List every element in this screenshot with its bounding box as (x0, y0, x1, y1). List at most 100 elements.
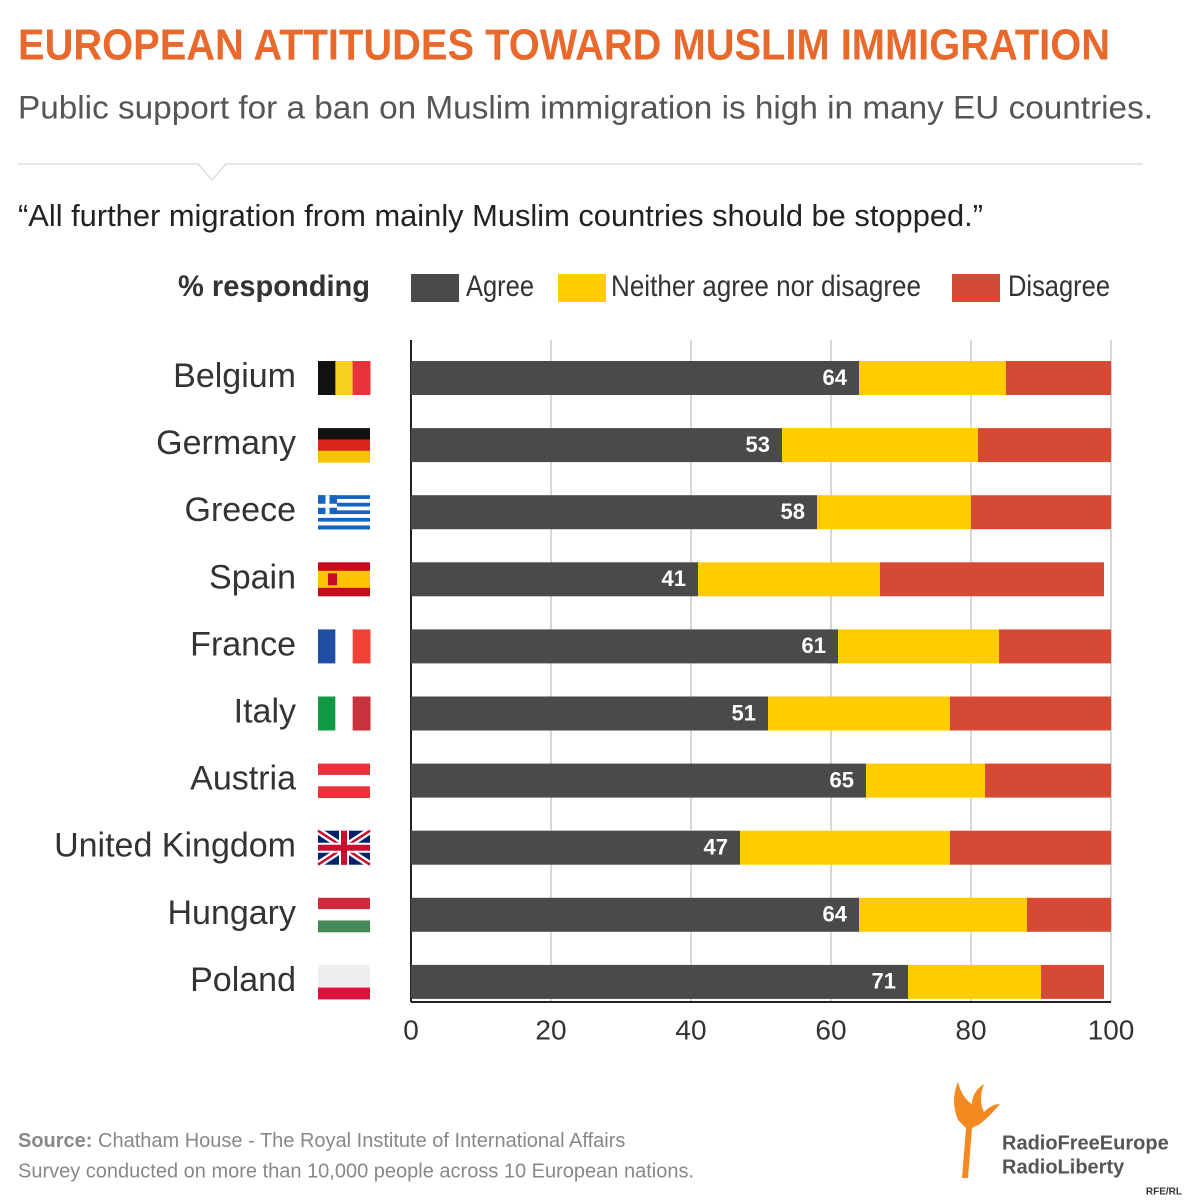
source-note: Source: Chatham House - The Royal Instit… (18, 1130, 625, 1152)
logo: RadioFreeEurope RadioLiberty (954, 1082, 1169, 1178)
bar-segment (411, 897, 859, 932)
bar-segment (950, 830, 1111, 865)
flag (335, 696, 354, 731)
legend-swatch (558, 274, 606, 302)
legend-swatch (952, 274, 1000, 302)
x-tick-label: 40 (675, 1014, 706, 1045)
flag (318, 696, 336, 731)
bar-segment (740, 830, 950, 865)
flag (352, 696, 371, 731)
flag (335, 629, 354, 664)
bar-segment (817, 495, 971, 530)
data-label: 61 (802, 633, 826, 658)
flag (352, 629, 371, 664)
bar-segment (880, 562, 1104, 597)
bar-segment (411, 696, 768, 731)
flag (318, 510, 370, 515)
bar-segment (859, 897, 1027, 932)
y-tick-label: Belgium (173, 357, 296, 395)
flag (318, 909, 370, 921)
flag (318, 503, 337, 508)
bar-segment (1041, 964, 1104, 999)
bar-segment (1027, 897, 1111, 932)
flag (335, 361, 354, 395)
bar-segment (866, 763, 985, 798)
legend-label: Disagree (1008, 270, 1110, 303)
bar-segment (950, 696, 1111, 731)
legend-label: Agree (466, 270, 534, 303)
bar-segment (698, 562, 880, 597)
bar-segment (978, 428, 1111, 463)
bar-segment (411, 495, 817, 530)
bar-segment (985, 763, 1111, 798)
flag (318, 629, 336, 664)
data-label: 47 (704, 835, 728, 860)
data-label: 64 (823, 365, 848, 390)
flag (318, 517, 370, 522)
divider (18, 163, 1143, 182)
flag (318, 439, 370, 452)
data-label: 58 (781, 499, 805, 524)
flag (318, 774, 370, 787)
flag (318, 976, 370, 989)
legend-label: Neither agree nor disagree (611, 270, 921, 303)
bar-segment (411, 964, 908, 999)
bar-segment (411, 562, 698, 597)
data-label: 64 (823, 902, 848, 927)
bar-segment (782, 428, 978, 463)
legend-swatch (411, 274, 459, 302)
legend-title: % responding (178, 270, 370, 303)
x-tick-label: 100 (1088, 1014, 1135, 1045)
bar-segment (411, 428, 782, 463)
flag (318, 514, 370, 519)
logo-text: RadioLiberty (1002, 1156, 1125, 1178)
bar-segment (859, 361, 1006, 395)
bar-segment (411, 763, 866, 798)
flag (318, 521, 370, 526)
x-tick-label: 0 (403, 1014, 419, 1045)
flag (328, 573, 337, 586)
flag (318, 525, 370, 530)
data-label: 51 (732, 700, 756, 725)
bar-segment (1006, 361, 1111, 395)
chart-subtitle: Public support for a ban on Muslim immig… (18, 89, 1153, 125)
bar-segment (411, 361, 859, 395)
y-tick-label: Hungary (167, 894, 296, 932)
bar-segment (411, 629, 838, 664)
flag (318, 920, 370, 933)
y-tick-label: France (190, 625, 296, 663)
logo-text: RadioFreeEurope (1002, 1132, 1169, 1154)
question: “All further migration from mainly Musli… (18, 198, 983, 233)
flag (318, 830, 370, 865)
logo-torch (954, 1082, 1000, 1178)
flag (318, 498, 370, 504)
x-tick-label: 80 (955, 1014, 986, 1045)
data-label: 65 (830, 767, 854, 792)
y-tick-label: United Kingdom (54, 827, 296, 865)
flag (318, 786, 370, 799)
chart-title: EUROPEAN ATTITUDES TOWARD MUSLIM IMMIGRA… (18, 21, 1110, 70)
source-text: Chatham House - The Royal Institute of I… (98, 1130, 625, 1152)
flag (318, 763, 370, 776)
y-tick-label: Germany (156, 424, 296, 462)
y-tick-label: Spain (209, 558, 296, 596)
bar-segment (838, 629, 999, 664)
bar-segment (411, 830, 740, 865)
source-label: Source: (18, 1130, 92, 1152)
credit: RFE/RL (1146, 1187, 1182, 1198)
survey-note: Survey conducted on more than 10,000 peo… (18, 1160, 694, 1182)
x-tick-label: 20 (535, 1014, 566, 1045)
y-tick-label: Poland (190, 961, 296, 999)
bar-segment (768, 696, 950, 731)
y-tick-label: Austria (190, 760, 296, 798)
flag (318, 495, 370, 500)
flag (318, 964, 370, 977)
bar-segment (908, 964, 1041, 999)
flag (318, 428, 370, 440)
y-tick-label: Italy (234, 692, 296, 730)
y-tick-label: Greece (185, 491, 297, 529)
flag (318, 987, 370, 1000)
flag (318, 506, 370, 511)
flag (352, 361, 371, 395)
